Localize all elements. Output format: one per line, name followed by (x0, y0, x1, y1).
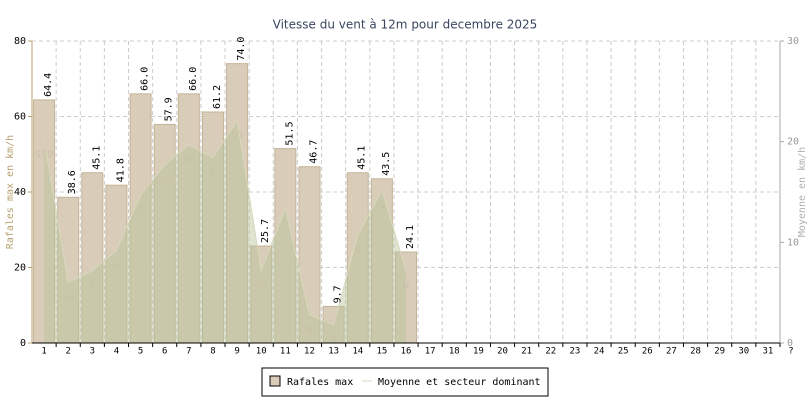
value-label: 46.7 (308, 140, 319, 164)
value-label: 51.5 (284, 121, 295, 145)
x-tick-label: 13 (328, 347, 339, 357)
sector-label: OSO (156, 175, 174, 186)
sector-label: S (89, 281, 95, 292)
x-tick-label: 26 (642, 347, 653, 357)
x-tick-label: 30 (738, 347, 749, 357)
sector-label: S (355, 245, 361, 256)
sector-label: O (331, 335, 337, 346)
x-tick-label: 21 (521, 347, 532, 357)
value-label: 43.5 (381, 152, 392, 176)
value-label: 41.8 (115, 158, 126, 182)
sector-label: SO (62, 293, 74, 304)
sector-label: SO (183, 155, 195, 166)
sector-label: O (113, 260, 119, 271)
y-tick-label: 20 (14, 263, 26, 274)
x-tick-label: 4 (114, 347, 119, 357)
x-tick-label: 24 (594, 347, 605, 357)
sector-label: S (379, 200, 385, 211)
x-tick-label: 28 (690, 347, 701, 357)
value-label: 74.0 (236, 37, 247, 61)
x-tick-label: 29 (714, 347, 725, 357)
value-label: 61.2 (212, 85, 223, 109)
sector-label: SSO (35, 150, 53, 161)
chart-title: Vitesse du vent à 12m pour decembre 2025 (273, 18, 538, 32)
y2-axis-title: Moyenne en km/h (797, 147, 808, 237)
x-tick-label: 5 (138, 347, 143, 357)
value-label: 57.9 (164, 97, 175, 121)
value-label: 9.7 (333, 285, 344, 303)
x-tick-label: 16 (401, 347, 412, 357)
y-tick-label: 80 (14, 36, 26, 47)
y-tick-label: 40 (14, 187, 26, 198)
line (43, 119, 407, 326)
value-label: 66.0 (188, 67, 199, 91)
x-tick-label: 23 (569, 347, 580, 357)
value-label: 66.0 (140, 67, 151, 91)
sector-label: S (210, 168, 216, 179)
x-tick-label: 12 (304, 347, 315, 357)
legend-box (261, 367, 549, 397)
x-tick-label: 27 (666, 347, 677, 357)
x-tick-label: 1 (41, 347, 46, 357)
value-label: 45.1 (91, 146, 102, 170)
x-tick-label: 22 (545, 347, 556, 357)
sector-label: S (282, 218, 288, 229)
legend-label: Moyenne et secteur dominant (378, 377, 541, 388)
x-tick-label: 6 (162, 347, 167, 357)
legend-label: Rafales max (287, 377, 353, 388)
y-tick-label: 60 (14, 112, 26, 123)
sector-label: SO (255, 281, 267, 292)
x-tick-label: 11 (280, 347, 291, 357)
sector-label: N (403, 281, 409, 292)
sector-label: SO (231, 131, 243, 142)
sector-label: N (306, 325, 312, 336)
value-label: 24.1 (405, 225, 416, 249)
x-tick-label: 18 (449, 347, 460, 357)
x-tick-label: 25 (618, 347, 629, 357)
y2-tick-label: 10 (787, 237, 799, 248)
value-label: 64.4 (43, 73, 54, 97)
x-tick-label: 19 (473, 347, 484, 357)
x-tick-label: 20 (497, 347, 508, 357)
x-end-label: ? (788, 347, 793, 357)
y2-tick-label: 20 (787, 137, 799, 148)
y2-tick-label: 30 (787, 36, 799, 47)
x-tick-label: 9 (234, 347, 239, 357)
x-tick-label: 8 (210, 347, 215, 357)
x-tick-label: 14 (352, 347, 363, 357)
x-tick-label: 31 (763, 347, 774, 357)
x-tick-label: 17 (425, 347, 436, 357)
x-tick-label: 7 (186, 347, 191, 357)
value-label: 45.1 (357, 146, 368, 170)
legend-swatch (269, 375, 281, 387)
y2-tick-label: 0 (787, 338, 793, 349)
x-tick-label: 15 (376, 347, 387, 357)
x-tick-label: 3 (90, 347, 95, 357)
value-label: 38.6 (67, 170, 78, 194)
x-tick-label: 10 (256, 347, 267, 357)
y-axis-title: Rafales max en km/h (5, 135, 16, 249)
sector-label: S (138, 205, 144, 216)
y-tick-label: 0 (20, 338, 26, 349)
x-tick-label: 2 (65, 347, 70, 357)
value-label: 25.7 (260, 219, 271, 243)
area (44, 120, 407, 343)
